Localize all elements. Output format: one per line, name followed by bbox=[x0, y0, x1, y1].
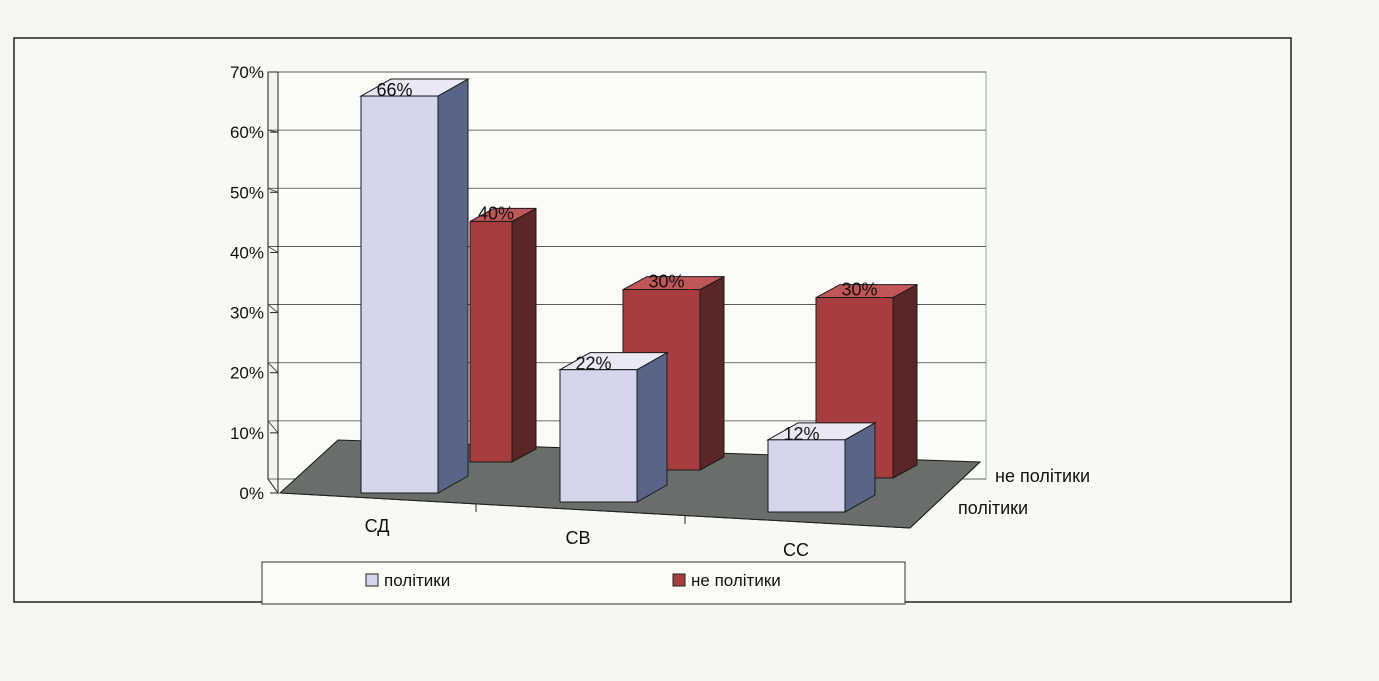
y-tick-label: 70% bbox=[230, 63, 264, 82]
bar-side-politics bbox=[437, 78, 469, 494]
data-label: 30% bbox=[648, 272, 684, 292]
legend-swatch bbox=[365, 573, 379, 587]
depth-axis-label: політики bbox=[958, 498, 1028, 518]
bar-side-non-politics bbox=[699, 275, 725, 471]
bar-non-politics bbox=[469, 220, 513, 463]
gridline-depth bbox=[267, 478, 279, 494]
category-label: СД bbox=[365, 516, 390, 536]
y-tick-label: 20% bbox=[230, 364, 264, 383]
data-label: 12% bbox=[783, 424, 819, 444]
bar-politics bbox=[360, 95, 439, 494]
legend-label: не політики bbox=[691, 571, 781, 590]
bar-politics bbox=[559, 369, 638, 503]
data-label: 40% bbox=[478, 203, 514, 223]
y-tick-label: 60% bbox=[230, 123, 264, 142]
category-label: СВ bbox=[565, 528, 590, 548]
gridline-depth bbox=[267, 187, 279, 193]
bar-side-politics bbox=[636, 351, 668, 503]
gridline-depth bbox=[267, 420, 279, 434]
data-label: 30% bbox=[841, 280, 877, 300]
data-label: 66% bbox=[376, 80, 412, 100]
y-tick-label: 40% bbox=[230, 243, 264, 262]
bar-side-non-politics bbox=[892, 283, 918, 479]
side-wall bbox=[267, 71, 279, 495]
depth-axis-label: не політики bbox=[995, 466, 1090, 486]
legend-swatch bbox=[672, 573, 686, 587]
category-label: СС bbox=[783, 540, 809, 560]
depth-axis bbox=[909, 461, 981, 529]
floor-edge bbox=[279, 492, 911, 529]
legend-label: політики bbox=[384, 571, 450, 590]
gridline-depth bbox=[267, 304, 279, 313]
bar-side-non-politics bbox=[511, 207, 537, 463]
y-tick-label: 0% bbox=[239, 484, 264, 503]
y-tick-label: 30% bbox=[230, 304, 264, 323]
bar-politics bbox=[767, 439, 846, 513]
data-label: 22% bbox=[575, 354, 611, 374]
legend bbox=[261, 561, 906, 605]
y-tick-label: 10% bbox=[230, 424, 264, 443]
gridline-depth bbox=[267, 362, 279, 373]
gridline-depth bbox=[267, 246, 279, 253]
y-tick-label: 50% bbox=[230, 183, 264, 202]
